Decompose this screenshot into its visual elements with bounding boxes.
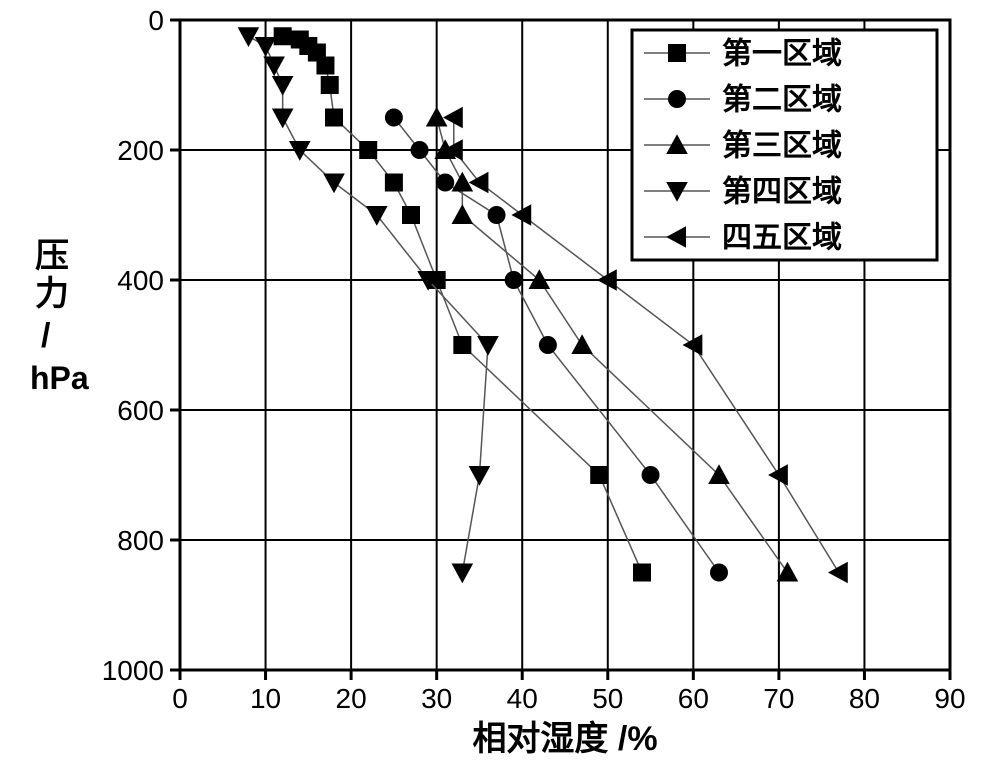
x-tick-label: 0 <box>172 683 188 714</box>
legend-label: 第四区域 <box>722 175 842 209</box>
chart-svg: 0 10 20 30 40 50 60 70 80 90 0 200 400 600 800 1000 相对湿度… <box>0 0 1000 775</box>
marker-square <box>359 141 377 159</box>
marker-square <box>321 76 339 94</box>
marker-circle <box>642 466 660 484</box>
y-tick-label: 600 <box>117 395 164 426</box>
x-tick-label: 30 <box>421 683 452 714</box>
marker-circle <box>488 206 506 224</box>
y-axis-label-1: 压力 <box>35 237 69 313</box>
x-tick-label: 40 <box>507 683 538 714</box>
legend-label: 第二区域 <box>722 83 842 117</box>
legend-label: 第一区域 <box>722 37 842 71</box>
x-tick-label: 10 <box>250 683 281 714</box>
legend-label: 四五区域 <box>722 222 842 255</box>
x-tick-label: 60 <box>678 683 709 714</box>
marker-square <box>453 336 471 354</box>
marker-circle <box>436 174 454 192</box>
marker-square <box>590 466 608 484</box>
x-tick-label: 20 <box>336 683 367 714</box>
marker-square <box>385 174 403 192</box>
marker-square <box>668 44 686 62</box>
marker-square <box>316 57 334 75</box>
marker-circle <box>505 271 523 289</box>
marker-square <box>325 109 343 127</box>
x-tick-label: 90 <box>934 683 965 714</box>
marker-circle <box>411 141 429 159</box>
marker-circle <box>710 564 728 582</box>
x-tick-label: 50 <box>592 683 623 714</box>
legend-label: 第三区域 <box>722 129 842 163</box>
marker-square <box>274 27 292 45</box>
marker-square <box>402 206 420 224</box>
y-axis-label-2: / <box>41 317 51 355</box>
marker-circle <box>539 336 557 354</box>
marker-square <box>633 564 651 582</box>
y-tick-label: 0 <box>148 5 164 36</box>
x-axis-label: 相对湿度 /% <box>472 720 657 758</box>
chart-container: 0 10 20 30 40 50 60 70 80 90 0 200 400 600 800 1000 相对湿度… <box>0 0 1000 775</box>
y-tick-label: 800 <box>117 525 164 556</box>
y-tick-label: 1000 <box>102 655 164 686</box>
x-tick-label: 80 <box>849 683 880 714</box>
x-tick-label: 70 <box>763 683 794 714</box>
y-tick-label: 200 <box>117 135 164 166</box>
marker-circle <box>668 90 686 108</box>
y-axis-label-3: hPa <box>30 360 89 396</box>
y-tick-label: 400 <box>117 265 164 296</box>
marker-circle <box>385 109 403 127</box>
